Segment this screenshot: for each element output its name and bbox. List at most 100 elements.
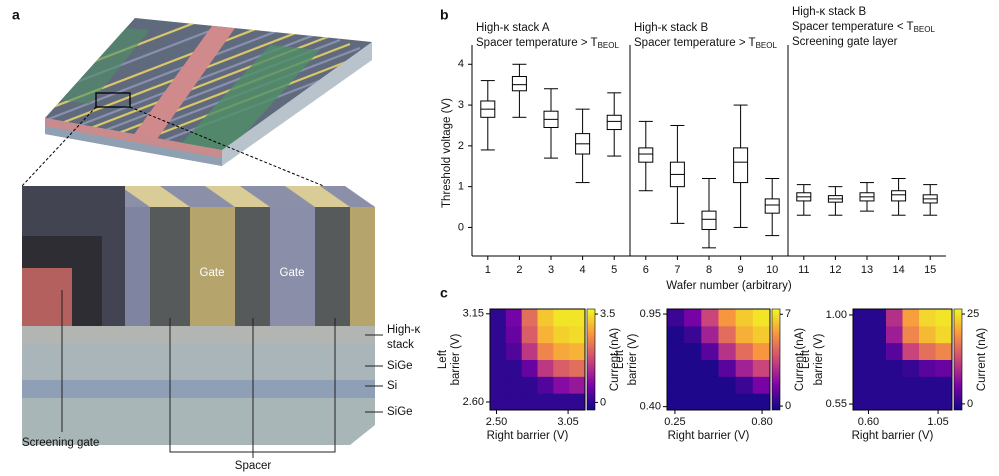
heatmap-cell (886, 325, 903, 344)
x-tick-label: 0.80 (751, 416, 772, 428)
heatmap-cell (886, 376, 903, 394)
heatmap-cell (537, 393, 554, 411)
heatmap-cell (853, 342, 870, 360)
y-tick-label: 1 (458, 181, 464, 193)
y-tick-label: 3.15 (463, 308, 484, 320)
colorbar-label: Current (nA) (609, 328, 621, 391)
x-tick-label: 11 (798, 264, 809, 276)
box (764, 198, 780, 214)
heatmap-cell (553, 359, 570, 377)
x-tick-label: 5 (611, 264, 617, 276)
leaders (61, 290, 383, 458)
panel-label: a (12, 7, 20, 23)
group-condition: Spacer temperature > TBEOL (634, 37, 777, 50)
heatmap-cell (935, 359, 953, 377)
block-top (120, 186, 190, 207)
condition-text: Spacer temperature < T (792, 21, 914, 33)
heatmap-cell (853, 376, 870, 394)
heatmap-cell (718, 393, 737, 411)
condition-sub: BEOL (598, 41, 620, 50)
heatmap-cell (752, 359, 771, 377)
spacer-label: Spacer (235, 460, 272, 472)
condition-sub: BEOL (756, 41, 778, 50)
box (638, 147, 654, 163)
x-tick-label: 12 (829, 264, 841, 276)
heatmap-cell (701, 359, 719, 377)
colorbar (586, 308, 596, 411)
y-axis-label: Left (437, 349, 449, 369)
layer-label: High-κ (387, 324, 420, 336)
x-axis-label: Right barrier (V) (668, 430, 750, 442)
heatmap-cell (869, 342, 887, 360)
y-axis-label: Threshold voltage (V) (441, 98, 453, 208)
x-tick-label: 15 (924, 264, 936, 276)
frame (489, 308, 586, 411)
heatmap-cell (505, 325, 523, 344)
y-tick-label: 0.55 (826, 398, 847, 410)
heatmap-cell (886, 359, 903, 377)
heatmap-cell (935, 342, 953, 360)
colorbar-tick-label: 3.5 (600, 308, 615, 320)
heatmap-cell (521, 325, 538, 344)
heatmap-cell (718, 376, 737, 394)
heatmap-cell (553, 342, 570, 360)
heatmap-cell (521, 393, 538, 411)
spacer (315, 207, 350, 326)
x-tick-label: 13 (861, 264, 873, 276)
heatmap-cell (553, 376, 570, 394)
y-axis-label: barrier (V) (813, 333, 825, 385)
heatmap-cell (869, 325, 887, 344)
heatmap-cell (553, 309, 570, 327)
heatmap-cell (701, 309, 719, 327)
colorbar-tick-label: 25 (967, 308, 979, 320)
x-tick-label: 8 (706, 264, 712, 276)
group-extra: Screening gate layer (792, 36, 898, 48)
heatmap-cell (490, 393, 507, 411)
group-title: High-κ stack B (792, 6, 866, 18)
heatmap-cell (667, 393, 685, 411)
heatmap-cell (667, 359, 685, 377)
spacer (125, 207, 150, 326)
condition-text: Spacer temperature > T (634, 37, 756, 49)
panel-label: b (440, 7, 449, 23)
high-k-layer (22, 326, 375, 344)
sige-layer (22, 344, 375, 380)
spacer (235, 207, 270, 326)
heatmap-cell (505, 376, 523, 394)
block-top (285, 186, 350, 207)
screening-gate (22, 268, 72, 326)
screening-label: Screening gate (22, 437, 99, 449)
gate (270, 207, 315, 326)
si-layer (22, 380, 375, 398)
heatmap-cell (869, 376, 887, 394)
heatmap-cell (569, 359, 586, 377)
heatmap-cell (521, 376, 538, 394)
x-tick-label: 7 (674, 264, 680, 276)
y-tick-label: 0 (458, 221, 464, 233)
x-axis-label: Right barrier (V) (487, 430, 569, 442)
layer-label: SiGe (387, 406, 413, 418)
heatmap-cell (735, 342, 754, 360)
inset-box (95, 92, 131, 108)
heatmap-cell (869, 393, 887, 411)
heatmap-cell (537, 309, 554, 327)
y-tick-label: 3 (458, 99, 464, 111)
y-axis-label: Left (800, 349, 812, 369)
heatmap-cell (684, 325, 702, 344)
heatmap-cell (935, 393, 953, 411)
heatmap-cell (853, 309, 870, 327)
heatmap-cell (902, 309, 920, 327)
heatmap-cell (752, 342, 771, 360)
heatmap-cell (521, 342, 538, 360)
heatmap-cell (490, 309, 507, 327)
heatmap-cell (667, 309, 685, 327)
y-axis-label: barrier (V) (450, 333, 462, 385)
heatmap-cell (537, 325, 554, 344)
heatmap-cell (869, 359, 887, 377)
colorbar-label: Current (nA) (976, 328, 988, 391)
y-axis-label: Left (614, 349, 626, 369)
heatmap-cell (919, 325, 936, 344)
heatmap-cell (667, 325, 685, 344)
frame (666, 308, 771, 411)
